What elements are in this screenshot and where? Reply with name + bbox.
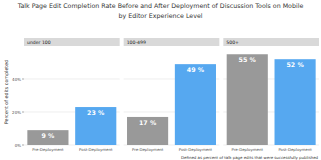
- panel-background: [24, 46, 120, 145]
- bar: [275, 59, 316, 145]
- facet-strip: [223, 38, 319, 46]
- y-tick-label: 0%: [15, 143, 22, 148]
- y-tick: [22, 112, 24, 113]
- data-label: 49 %: [187, 66, 205, 73]
- y-tick: [22, 79, 24, 80]
- panel-background: [223, 46, 319, 145]
- x-tick-label: Post-Deployment: [79, 147, 113, 152]
- panel-background: [124, 46, 220, 145]
- data-label: 52 %: [286, 61, 304, 68]
- data-label: 55 %: [239, 56, 257, 63]
- x-tick-label: Post-Deployment: [278, 147, 312, 152]
- chart-root: Talk Page Edit Completion Rate Before an…: [0, 0, 321, 160]
- grid-line: [24, 79, 120, 80]
- bars: [127, 64, 216, 145]
- bar: [127, 117, 168, 145]
- bars: [227, 54, 316, 145]
- title: Talk Page Edit Completion Rate Before an…: [17, 2, 304, 10]
- facet-title: under 100: [27, 40, 51, 45]
- facet-title: 500+: [226, 40, 239, 45]
- y-tick: [22, 145, 24, 146]
- y-axis-label: Percent of edits completed: [4, 60, 9, 124]
- bar: [175, 64, 216, 145]
- facet-strip: [24, 38, 120, 46]
- bar: [75, 107, 116, 145]
- y-tick-label: 40%: [12, 77, 21, 82]
- bars: [27, 107, 116, 145]
- x-tick-label: Pre-Deployment: [132, 147, 164, 152]
- subtitle: by Editor Experience Level: [118, 12, 202, 20]
- x-tick-label: Pre-Deployment: [32, 147, 64, 152]
- caption: Defined as percent of talk page edits th…: [181, 155, 318, 160]
- bar: [227, 54, 268, 145]
- x-tick-label: Post-Deployment: [179, 147, 213, 152]
- data-label: 23 %: [87, 109, 105, 116]
- data-label: 17 %: [139, 119, 157, 126]
- facet-title: 100-499: [127, 40, 146, 45]
- x-tick-label: Pre-Deployment: [232, 147, 264, 152]
- bar: [27, 130, 68, 145]
- facet-strip: [124, 38, 220, 46]
- y-tick-label: 20%: [12, 110, 21, 115]
- data-label: 9 %: [41, 132, 55, 139]
